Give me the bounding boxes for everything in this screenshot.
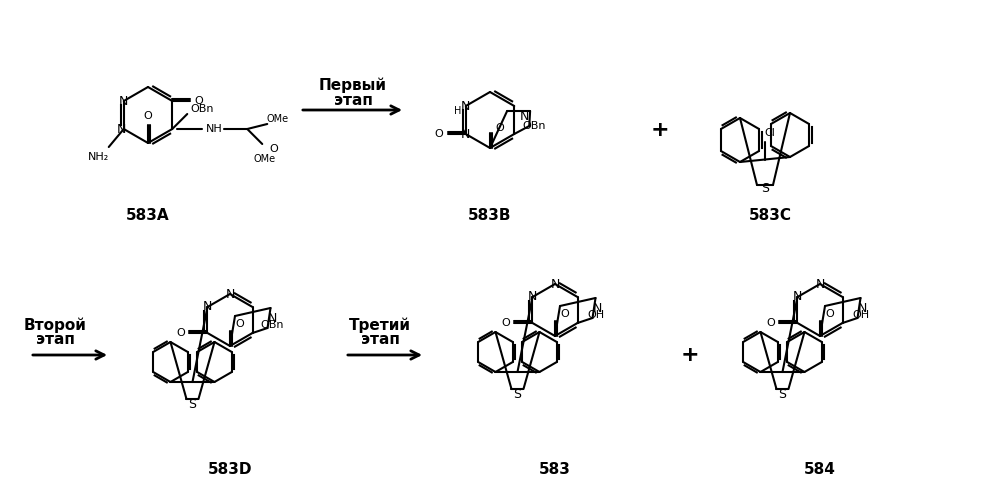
Text: S: S: [761, 182, 769, 195]
Text: O: O: [176, 328, 185, 338]
Text: N: N: [793, 291, 802, 303]
Text: S: S: [778, 387, 786, 400]
Text: N: N: [268, 311, 277, 324]
Text: 583B: 583B: [469, 208, 511, 222]
Text: O: O: [195, 96, 204, 106]
Text: OMe: OMe: [253, 154, 276, 164]
Text: N: N: [203, 300, 212, 313]
Text: O: O: [270, 144, 279, 154]
Text: 583: 583: [539, 462, 571, 477]
Text: O: O: [496, 123, 504, 133]
Text: этап: этап: [36, 332, 75, 348]
Text: OBn: OBn: [522, 121, 546, 131]
Text: N: N: [462, 127, 471, 140]
Text: N: N: [519, 110, 528, 123]
Text: Второй: Второй: [24, 317, 87, 333]
Text: 583A: 583A: [126, 208, 170, 222]
Text: 583C: 583C: [748, 208, 791, 222]
Text: O: O: [766, 318, 775, 328]
Text: N: N: [815, 278, 825, 291]
Text: N: N: [462, 100, 471, 113]
Text: OH: OH: [587, 310, 604, 320]
Text: H: H: [455, 106, 462, 116]
Text: NH₂: NH₂: [88, 152, 109, 162]
Text: +: +: [680, 345, 699, 365]
Text: S: S: [189, 397, 197, 410]
Text: N: N: [119, 95, 129, 108]
Text: N: N: [117, 123, 127, 135]
Text: S: S: [513, 387, 521, 400]
Text: OH: OH: [852, 310, 869, 320]
Text: N: N: [527, 291, 537, 303]
Text: OMe: OMe: [266, 114, 289, 124]
Text: OBn: OBn: [191, 104, 214, 114]
Text: этап: этап: [361, 332, 400, 348]
Text: NH: NH: [206, 124, 223, 134]
Text: O: O: [435, 129, 444, 139]
Text: Третий: Третий: [349, 317, 411, 333]
Text: 584: 584: [804, 462, 836, 477]
Text: O: O: [560, 309, 569, 319]
Text: N: N: [858, 301, 867, 314]
Text: 583D: 583D: [208, 462, 253, 477]
Text: Cl: Cl: [764, 127, 775, 137]
Text: OBn: OBn: [261, 320, 285, 330]
Text: N: N: [226, 288, 235, 300]
Text: O: O: [144, 111, 153, 121]
Text: этап: этап: [334, 93, 373, 108]
Text: N: N: [592, 301, 602, 314]
Text: N: N: [550, 278, 559, 291]
Text: +: +: [650, 120, 669, 140]
Text: Первый: Первый: [319, 77, 387, 93]
Text: O: O: [236, 319, 245, 329]
Text: O: O: [825, 309, 834, 319]
Text: O: O: [501, 318, 509, 328]
